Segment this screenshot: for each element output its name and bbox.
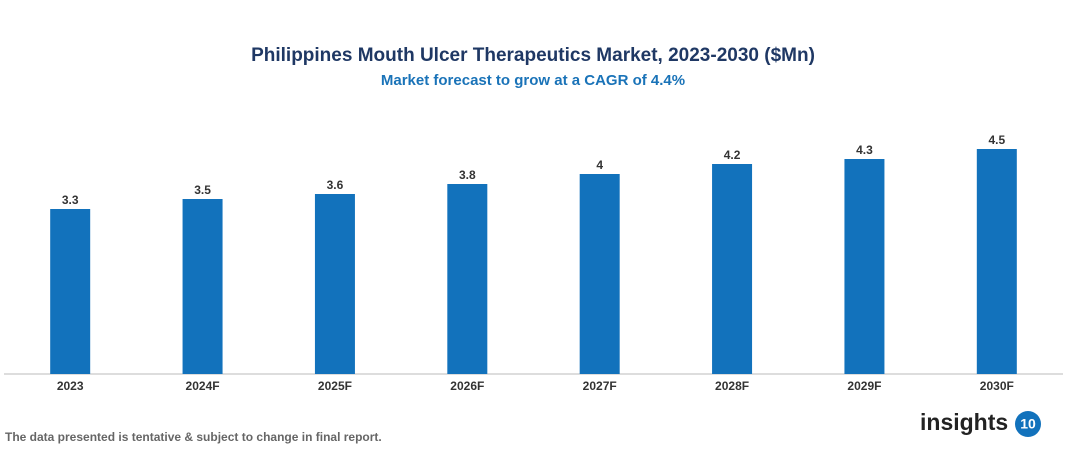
x-tick-label: 2030F — [980, 379, 1014, 393]
bar — [182, 199, 223, 374]
x-tick-label: 2029F — [847, 379, 881, 393]
x-tick-label: 2025F — [318, 379, 352, 393]
value-label: 3.3 — [62, 193, 79, 207]
logo-text: insights — [920, 409, 1008, 435]
value-label: 3.8 — [459, 168, 476, 182]
bar — [976, 149, 1017, 374]
logo-badge — [1015, 411, 1041, 437]
bar — [314, 194, 355, 374]
x-tick-label: 2028F — [715, 379, 749, 393]
bar — [50, 209, 91, 374]
value-label: 3.5 — [194, 183, 211, 197]
chart-subtitle: Market forecast to grow at a CAGR of 4.4… — [381, 72, 685, 89]
value-label: 4 — [596, 158, 603, 172]
bar — [447, 184, 488, 374]
footnote: The data presented is tentative & subjec… — [5, 430, 382, 444]
value-label: 3.6 — [327, 178, 344, 192]
x-tick-label: 2026F — [450, 379, 484, 393]
chart-title: Philippines Mouth Ulcer Therapeutics Mar… — [251, 45, 815, 66]
bar — [579, 174, 620, 374]
logo-badge-text: 10 — [1020, 416, 1036, 432]
bar — [844, 159, 885, 374]
x-tick-label: 2024F — [186, 379, 220, 393]
value-label: 4.5 — [988, 133, 1005, 147]
bar — [712, 164, 753, 374]
value-label: 4.3 — [856, 143, 873, 157]
x-tick-label: 2023 — [57, 379, 84, 393]
value-label: 4.2 — [724, 148, 741, 162]
x-tick-label: 2027F — [583, 379, 617, 393]
